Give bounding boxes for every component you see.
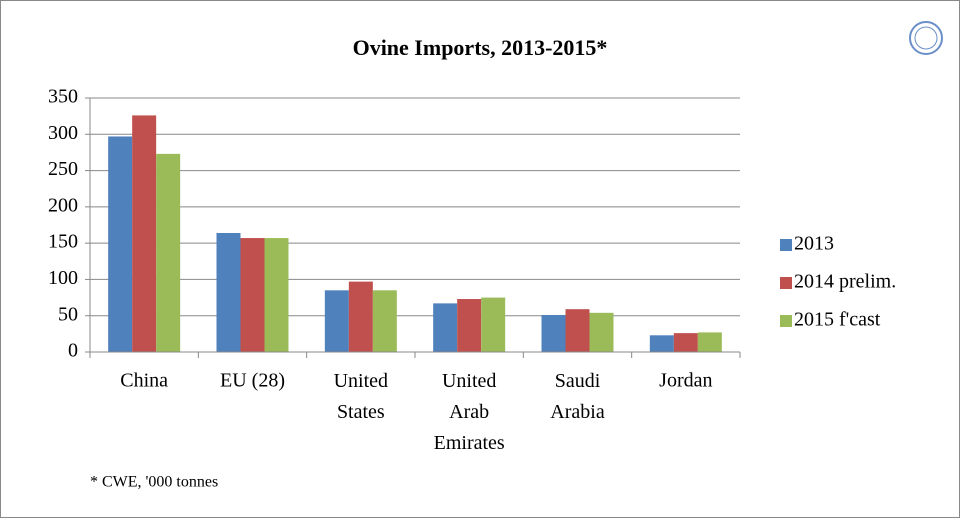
y-tick-label: 350	[48, 86, 78, 108]
bar	[348, 281, 373, 352]
y-tick-label: 200	[48, 194, 78, 216]
logo	[909, 21, 943, 55]
bar	[457, 299, 482, 352]
bar	[541, 314, 566, 352]
x-tick-label: Saudi Arabia	[550, 370, 605, 423]
bar	[324, 290, 349, 352]
bar	[433, 303, 458, 352]
y-tick-label: 300	[48, 122, 78, 144]
legend-label: 2013	[794, 233, 834, 255]
legend-swatch	[780, 315, 792, 327]
chart-title: Ovine Imports, 2013-2015*	[353, 35, 608, 60]
bar	[565, 309, 590, 352]
x-tick-label: United States	[334, 370, 388, 423]
y-tick-label: 100	[48, 267, 78, 289]
legend-swatch	[780, 277, 792, 289]
bar	[589, 312, 614, 352]
y-tick-label: 150	[48, 231, 78, 253]
y-tick-label: 50	[58, 303, 78, 325]
x-tick-label: China	[120, 370, 168, 392]
bar	[156, 153, 181, 352]
bar	[649, 335, 674, 352]
legend-label: 2014 prelim.	[794, 271, 896, 293]
legend-swatch	[780, 239, 792, 251]
bar	[264, 238, 289, 352]
bar	[108, 136, 133, 352]
x-tick-label: Jordan	[659, 370, 712, 392]
x-tick-label: EU (28)	[220, 370, 285, 392]
bar	[132, 115, 157, 352]
x-tick-label: United Arab Emirates	[434, 370, 505, 454]
y-tick-label: 0	[68, 340, 78, 362]
bar	[240, 238, 265, 352]
legend-label: 2015 f'cast	[794, 309, 881, 331]
bar	[481, 297, 506, 352]
y-tick-label: 250	[48, 158, 78, 180]
footnote: * CWE, '000 tonnes	[90, 474, 218, 491]
bar	[216, 232, 241, 352]
bar	[673, 333, 698, 352]
bar	[697, 332, 722, 352]
bar	[372, 290, 397, 352]
